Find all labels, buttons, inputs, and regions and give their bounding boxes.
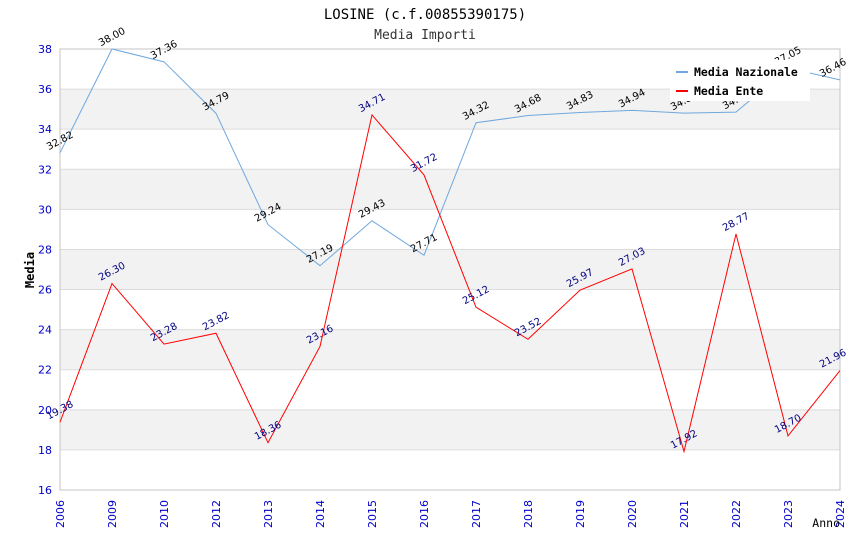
data-point (58, 150, 63, 155)
data-point (318, 263, 323, 268)
data-point (734, 232, 739, 237)
data-point (474, 120, 479, 125)
y-tick-label: 30 (38, 203, 52, 216)
x-tick-label: 2017 (470, 500, 483, 528)
legend-label-media-ente: Media Ente (694, 84, 763, 98)
grid-band (60, 329, 840, 370)
data-label: 36.46 (818, 57, 848, 80)
data-point (422, 253, 427, 258)
grid-band (60, 249, 840, 290)
x-tick-label: 2010 (158, 500, 171, 528)
data-label: 28.77 (721, 211, 751, 234)
x-tick-label: 2018 (522, 500, 535, 528)
data-point (370, 112, 375, 117)
chart-title: LOSINE (c.f.00855390175) (324, 7, 526, 23)
data-point (630, 108, 635, 113)
x-tick-label: 2023 (782, 500, 795, 528)
y-tick-label: 24 (38, 324, 52, 337)
y-tick-label: 20 (38, 404, 52, 417)
data-point (682, 449, 687, 454)
series-line-media-nazionale (59, 48, 841, 267)
data-point (214, 331, 219, 336)
data-point (682, 111, 687, 116)
x-tick-label: 2022 (730, 500, 743, 528)
data-point (110, 47, 115, 52)
y-tick-label: 32 (38, 163, 52, 176)
data-point (630, 266, 635, 271)
x-axis-title: Anno (812, 516, 840, 530)
x-tick-label: 2009 (106, 500, 119, 528)
x-tick-label: 2013 (262, 500, 275, 528)
x-tick-label: 2012 (210, 500, 223, 528)
legend-item-media-nazionale: Media Nazionale (676, 65, 798, 79)
data-point (370, 218, 375, 223)
y-tick-label: 28 (38, 243, 52, 256)
data-point (162, 342, 167, 347)
legend-label-media-nazionale: Media Nazionale (694, 65, 798, 79)
data-point (838, 368, 843, 373)
y-tick-label: 38 (38, 43, 52, 56)
x-tick-label: 2014 (314, 500, 327, 528)
data-point (526, 113, 531, 118)
data-point (838, 77, 843, 82)
legend-box (670, 60, 810, 101)
x-tick-label: 2021 (678, 500, 691, 528)
x-tick-label: 2015 (366, 500, 379, 528)
data-point (110, 281, 115, 286)
y-tick-label: 34 (38, 123, 52, 136)
data-point (578, 110, 583, 115)
data-point (734, 110, 739, 115)
y-axis-title: Media (23, 252, 37, 288)
data-point (162, 59, 167, 64)
data-point (474, 305, 479, 310)
y-tick-label: 22 (38, 364, 52, 377)
y-tick-label: 36 (38, 83, 52, 96)
x-tick-label: 2024 (834, 500, 847, 528)
grid-band (60, 409, 840, 450)
data-point (526, 337, 531, 342)
y-tick-label: 16 (38, 484, 52, 497)
data-point (318, 344, 323, 349)
y-tick-label: 18 (38, 444, 52, 457)
x-tick-label: 2019 (574, 500, 587, 528)
y-tick-label: 26 (38, 284, 52, 297)
series-line-media-ente (59, 113, 841, 454)
data-point (266, 440, 271, 445)
plot-frame (59, 48, 841, 491)
data-label: 37.36 (149, 39, 179, 62)
data-point (214, 111, 219, 116)
series-media-ente (58, 112, 843, 454)
x-tick-label: 2006 (54, 500, 67, 528)
x-tick-label: 2016 (418, 500, 431, 528)
series-media-nazionale (58, 47, 843, 268)
legend-item-media-ente: Media Ente (676, 84, 763, 98)
x-tick-label: 2020 (626, 500, 639, 528)
legend: Media Nazionale Media Ente (670, 60, 810, 101)
data-point (266, 222, 271, 227)
data-point (58, 420, 63, 425)
data-point (578, 288, 583, 293)
chart-subtitle: Media Importi (374, 28, 476, 43)
data-point (786, 433, 791, 438)
data-label: 38.00 (97, 26, 127, 49)
data-point (422, 172, 427, 177)
